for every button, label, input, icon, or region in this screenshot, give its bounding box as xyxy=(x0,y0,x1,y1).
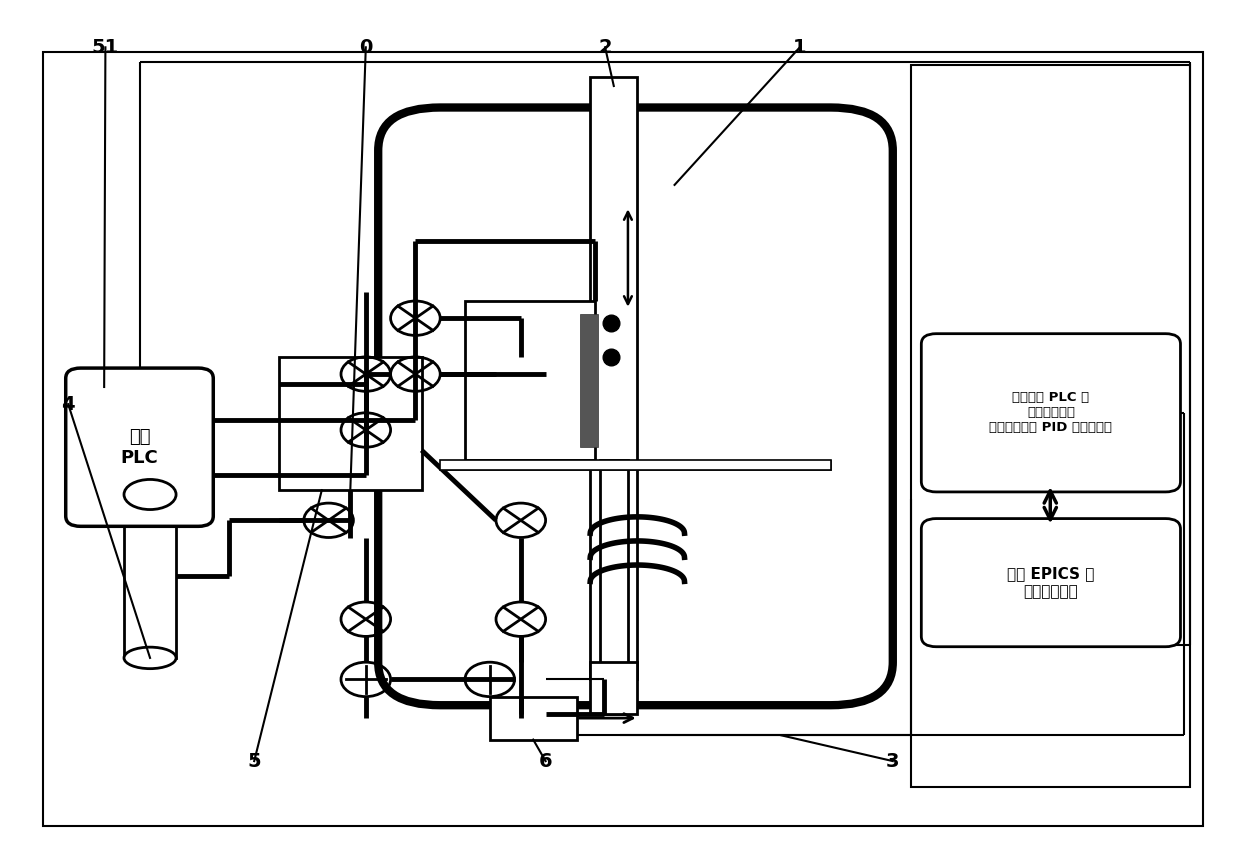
FancyBboxPatch shape xyxy=(921,334,1180,492)
Bar xyxy=(124,494,176,658)
Bar xyxy=(279,357,422,490)
Bar xyxy=(465,301,595,460)
Bar xyxy=(490,697,577,740)
Text: 1: 1 xyxy=(794,38,806,57)
Bar xyxy=(911,64,1190,787)
Text: 3: 3 xyxy=(887,752,899,771)
FancyBboxPatch shape xyxy=(921,519,1180,647)
Text: 2: 2 xyxy=(599,38,611,57)
Text: 51: 51 xyxy=(92,38,119,57)
Bar xyxy=(600,460,627,714)
FancyBboxPatch shape xyxy=(378,108,893,705)
Bar xyxy=(580,314,598,447)
Text: 基于 EPICS 的
远程控制系统: 基于 EPICS 的 远程控制系统 xyxy=(1007,567,1095,599)
Bar xyxy=(590,662,637,714)
Text: 5: 5 xyxy=(248,752,260,771)
Ellipse shape xyxy=(124,647,176,668)
Bar xyxy=(440,460,831,470)
Text: 横河
PLC: 横河 PLC xyxy=(120,427,159,467)
Ellipse shape xyxy=(124,479,176,509)
Bar xyxy=(440,460,831,470)
Text: 6: 6 xyxy=(539,752,552,771)
Text: 基于横河 PLC 的
本地控制系统
（反时限压差 PID 控制算法）: 基于横河 PLC 的 本地控制系统 （反时限压差 PID 控制算法） xyxy=(990,391,1112,434)
Text: 0: 0 xyxy=(360,38,372,57)
FancyBboxPatch shape xyxy=(66,368,213,526)
Text: 4: 4 xyxy=(62,395,74,414)
Bar xyxy=(590,77,637,679)
